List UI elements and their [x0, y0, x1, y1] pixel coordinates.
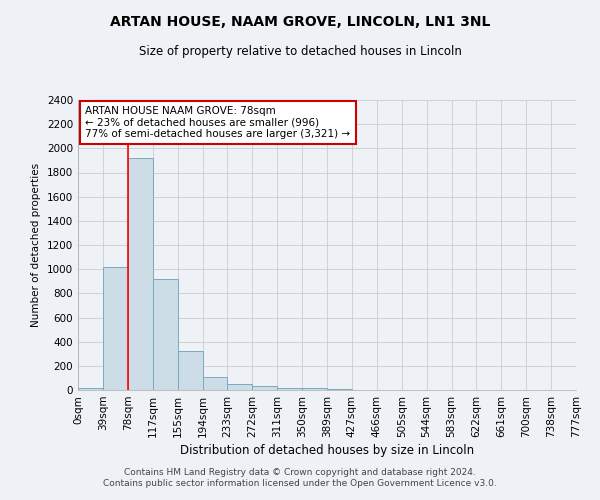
Bar [302, 388, 327, 390]
Text: Contains HM Land Registry data © Crown copyright and database right 2024.
Contai: Contains HM Land Registry data © Crown c… [103, 468, 497, 487]
X-axis label: Distribution of detached houses by size in Lincoln: Distribution of detached houses by size … [180, 444, 474, 457]
Bar [227, 384, 253, 390]
Bar [178, 352, 203, 390]
Y-axis label: Number of detached properties: Number of detached properties [31, 163, 41, 327]
Bar [203, 376, 227, 390]
Bar [277, 388, 302, 390]
Bar [128, 158, 153, 390]
Bar [152, 279, 178, 390]
Text: Size of property relative to detached houses in Lincoln: Size of property relative to detached ho… [139, 45, 461, 58]
Text: ARTAN HOUSE NAAM GROVE: 78sqm
← 23% of detached houses are smaller (996)
77% of : ARTAN HOUSE NAAM GROVE: 78sqm ← 23% of d… [85, 106, 350, 139]
Bar [103, 267, 128, 390]
Bar [327, 389, 352, 390]
Bar [78, 388, 103, 390]
Bar [253, 386, 277, 390]
Text: ARTAN HOUSE, NAAM GROVE, LINCOLN, LN1 3NL: ARTAN HOUSE, NAAM GROVE, LINCOLN, LN1 3N… [110, 15, 490, 29]
